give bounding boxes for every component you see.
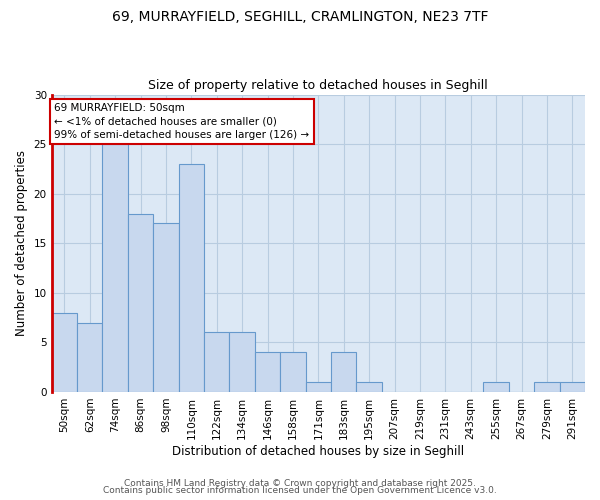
- Bar: [331, 352, 356, 392]
- Bar: [77, 322, 103, 392]
- Text: Contains HM Land Registry data © Crown copyright and database right 2025.: Contains HM Land Registry data © Crown c…: [124, 478, 476, 488]
- Bar: [52, 312, 77, 392]
- Bar: [179, 164, 204, 392]
- Bar: [204, 332, 229, 392]
- Bar: [534, 382, 560, 392]
- Bar: [153, 224, 179, 392]
- Bar: [255, 352, 280, 392]
- Text: 69, MURRAYFIELD, SEGHILL, CRAMLINGTON, NE23 7TF: 69, MURRAYFIELD, SEGHILL, CRAMLINGTON, N…: [112, 10, 488, 24]
- Bar: [356, 382, 382, 392]
- Bar: [229, 332, 255, 392]
- Text: Contains public sector information licensed under the Open Government Licence v3: Contains public sector information licen…: [103, 486, 497, 495]
- Bar: [280, 352, 305, 392]
- Title: Size of property relative to detached houses in Seghill: Size of property relative to detached ho…: [148, 79, 488, 92]
- Bar: [128, 214, 153, 392]
- Bar: [560, 382, 585, 392]
- Bar: [484, 382, 509, 392]
- X-axis label: Distribution of detached houses by size in Seghill: Distribution of detached houses by size …: [172, 444, 464, 458]
- Bar: [103, 144, 128, 392]
- Bar: [305, 382, 331, 392]
- Y-axis label: Number of detached properties: Number of detached properties: [15, 150, 28, 336]
- Text: 69 MURRAYFIELD: 50sqm
← <1% of detached houses are smaller (0)
99% of semi-detac: 69 MURRAYFIELD: 50sqm ← <1% of detached …: [55, 104, 310, 140]
